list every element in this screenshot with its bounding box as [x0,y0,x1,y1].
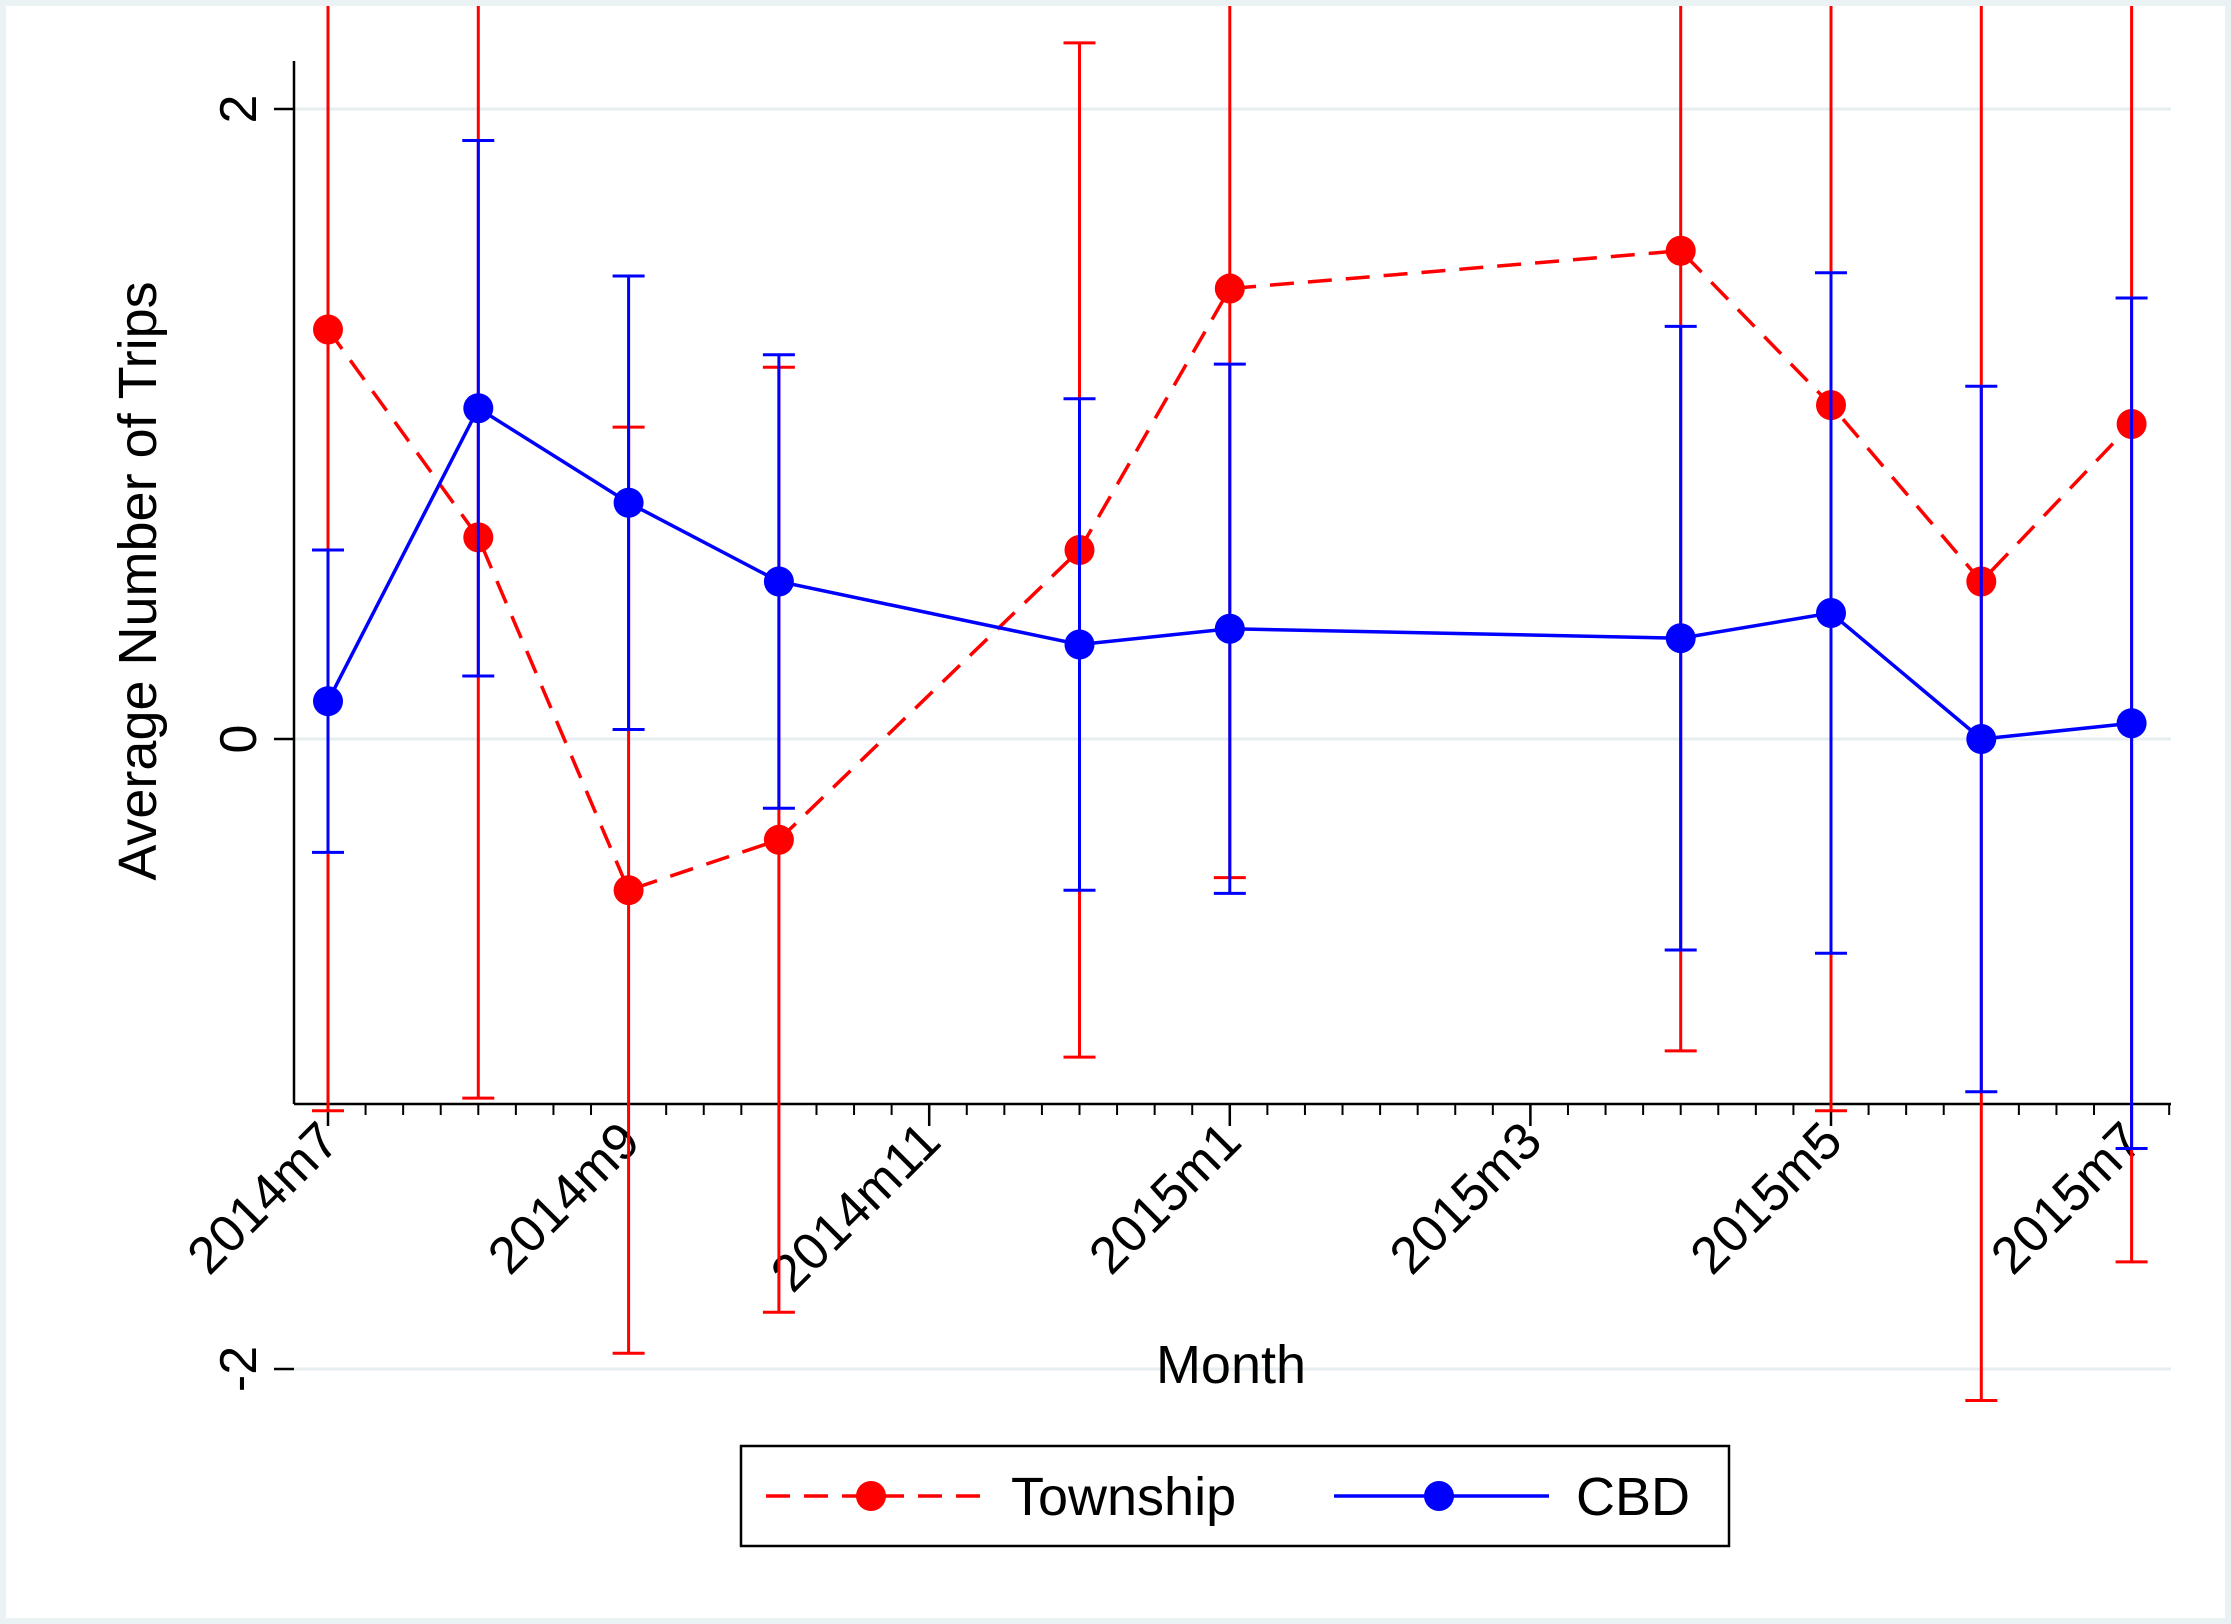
x-tick-label: 2015m1 [1078,1111,1252,1285]
legend-marker [1424,1481,1454,1511]
data-point [613,487,644,518]
grid-layer [294,107,2171,1371]
data-point [1214,273,1245,304]
x-tick-label: 2014m9 [477,1111,651,1285]
x-tick-label: 2014m11 [760,1111,952,1303]
x-tick-label: 2015m5 [1680,1111,1854,1285]
legend-marker [856,1481,886,1511]
data-point [613,875,644,906]
series-layer [312,6,2148,1402]
legend-label: CBD [1576,1467,1690,1527]
line-chart: -20242014m72014m92014m112015m12015m32015… [108,6,2171,1548]
data-point [763,566,794,597]
data-point [1966,724,1997,754]
legend: Township CBD [739,1444,1731,1548]
legend-box [739,1444,1731,1548]
data-point [1214,613,1245,644]
y-axis-title: Average Number of Trips [108,281,168,880]
x-tick-label: 2015m3 [1379,1111,1553,1285]
legend-label: Township [1011,1467,1236,1527]
legend-item-township: Township [766,1467,1236,1527]
y-tick-label: 0 [210,725,268,754]
data-point [763,824,794,855]
data-point [2116,708,2147,739]
x-tick-label: 2015m7 [1980,1111,2154,1285]
x-axis-title: Month [1156,1335,1306,1395]
data-point [313,314,343,345]
series-line [326,248,2133,893]
data-point [1064,629,1095,660]
series-line [326,405,2132,741]
axes-layer: -20242014m72014m92014m112015m12015m32015… [177,61,2171,1392]
data-point [1665,623,1696,654]
series-cbd [312,139,2148,1150]
y-tick-label: 2 [210,95,268,124]
data-point [1665,235,1696,266]
x-tick-label: 2014m7 [177,1111,351,1285]
y-tick-label: -2 [210,1346,268,1392]
chart-frame: -20242014m72014m92014m112015m12015m32015… [6,6,2225,1618]
data-point [463,393,494,424]
legend-item-cbd: CBD [1334,1467,1690,1527]
data-point [1816,598,1846,628]
data-point [313,686,343,717]
